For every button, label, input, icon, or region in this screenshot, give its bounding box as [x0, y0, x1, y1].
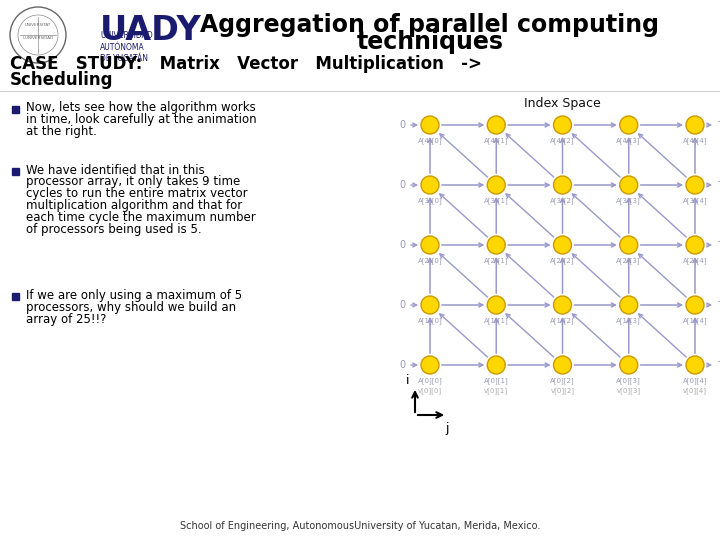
Circle shape [686, 296, 704, 314]
Text: A[4][2]: A[4][2] [550, 137, 575, 144]
Text: School of Engineering, AutonomousUniversity of Yucatan, Merida, Mexico.: School of Engineering, AutonomousUnivers… [180, 521, 540, 531]
Circle shape [554, 236, 572, 254]
Text: techniques: techniques [356, 30, 503, 54]
Text: multiplication algorithm and that for: multiplication algorithm and that for [26, 199, 242, 213]
Text: Now, lets see how the algorithm works: Now, lets see how the algorithm works [26, 102, 256, 114]
Text: Aggregation of parallel computing: Aggregation of parallel computing [200, 13, 660, 37]
Circle shape [421, 176, 439, 194]
Circle shape [487, 116, 505, 134]
Text: A[2][3]: A[2][3] [616, 257, 641, 264]
Circle shape [487, 176, 505, 194]
Circle shape [620, 356, 638, 374]
Text: array of 25!!?: array of 25!!? [26, 313, 107, 326]
Text: v[0][2]: v[0][2] [551, 387, 575, 394]
Circle shape [686, 176, 704, 194]
Bar [12, 168, 19, 175]
Circle shape [620, 296, 638, 314]
Circle shape [421, 236, 439, 254]
Text: 0: 0 [400, 360, 406, 370]
Text: i: i [406, 374, 410, 387]
Text: A[1][0]: A[1][0] [418, 317, 442, 324]
Text: A[2][4]: A[2][4] [683, 257, 707, 264]
Circle shape [487, 296, 505, 314]
Circle shape [554, 116, 572, 134]
Text: T[2]: T[2] [717, 240, 720, 249]
Text: each time cycle the maximum number: each time cycle the maximum number [26, 212, 256, 225]
Text: processors, why should we build an: processors, why should we build an [26, 300, 236, 314]
Circle shape [421, 356, 439, 374]
Circle shape [554, 356, 572, 374]
Text: at the right.: at the right. [26, 125, 97, 138]
Circle shape [620, 236, 638, 254]
Text: T[3]: T[3] [717, 180, 720, 190]
Text: A[1][1]: A[1][1] [484, 317, 508, 324]
Text: A[0][2]: A[0][2] [550, 377, 575, 384]
Bar [12, 106, 19, 113]
Text: A[2][0]: A[2][0] [418, 257, 442, 264]
Circle shape [421, 296, 439, 314]
Text: We have identified that in this: We have identified that in this [26, 164, 204, 177]
Text: UADY: UADY [100, 14, 202, 46]
Text: A[0][3]: A[0][3] [616, 377, 641, 384]
Text: T[0]: T[0] [717, 361, 720, 369]
Circle shape [686, 116, 704, 134]
Text: A[4][4]: A[4][4] [683, 137, 707, 144]
Circle shape [554, 176, 572, 194]
Text: A[3][4]: A[3][4] [683, 197, 707, 204]
Text: A[3][0]: A[3][0] [418, 197, 442, 204]
Circle shape [620, 116, 638, 134]
Text: CASE   STUDY:   Matrix   Vector   Multiplication   ->: CASE STUDY: Matrix Vector Multiplication… [10, 55, 482, 73]
Text: A[3][3]: A[3][3] [616, 197, 641, 204]
Text: Index Space: Index Space [524, 97, 601, 110]
Text: UNIVERSITAT: UNIVERSITAT [24, 23, 51, 27]
Circle shape [487, 236, 505, 254]
Text: of processors being used is 5.: of processors being used is 5. [26, 224, 202, 237]
Text: A[1][4]: A[1][4] [683, 317, 707, 324]
Text: A[4][1]: A[4][1] [484, 137, 508, 144]
Text: UUNIVERSIDAD: UUNIVERSIDAD [22, 36, 53, 40]
Text: cycles to run the entire matrix vector: cycles to run the entire matrix vector [26, 187, 248, 200]
Text: A[0][4]: A[0][4] [683, 377, 707, 384]
Circle shape [686, 236, 704, 254]
Text: If we are only using a maximum of 5: If we are only using a maximum of 5 [26, 288, 242, 301]
Text: 0: 0 [400, 300, 406, 310]
Text: in time, look carefully at the animation: in time, look carefully at the animation [26, 113, 256, 126]
Text: v[0][3]: v[0][3] [617, 387, 641, 394]
Text: T[4]: T[4] [717, 120, 720, 130]
Text: A[4][3]: A[4][3] [616, 137, 641, 144]
Text: 0: 0 [400, 240, 406, 250]
Text: A[4][0]: A[4][0] [418, 137, 442, 144]
Text: A[0][0]: A[0][0] [418, 377, 442, 384]
Text: A[2][1]: A[2][1] [484, 257, 508, 264]
Text: 0: 0 [400, 180, 406, 190]
Text: v[0][0]: v[0][0] [418, 387, 442, 394]
Text: j: j [445, 422, 449, 435]
Text: A[3][1]: A[3][1] [484, 197, 508, 204]
Circle shape [421, 116, 439, 134]
Text: A[1][3]: A[1][3] [616, 317, 641, 324]
Circle shape [554, 296, 572, 314]
Text: A[0][1]: A[0][1] [484, 377, 508, 384]
Text: A[1][2]: A[1][2] [550, 317, 575, 324]
Text: v[0][4]: v[0][4] [683, 387, 707, 394]
Text: A[2][2]: A[2][2] [550, 257, 575, 264]
Text: v[0][1]: v[0][1] [484, 387, 508, 394]
Text: UNIVERSIDAD
AUTÓNOMA
DE YUCATÁN: UNIVERSIDAD AUTÓNOMA DE YUCATÁN [100, 31, 153, 63]
Text: processor array, it only takes 9 time: processor array, it only takes 9 time [26, 176, 240, 188]
Bar [12, 293, 19, 300]
Text: T[1]: T[1] [717, 300, 720, 309]
Circle shape [686, 356, 704, 374]
Circle shape [620, 176, 638, 194]
Circle shape [487, 356, 505, 374]
Text: 0: 0 [400, 120, 406, 130]
Text: A[3][2]: A[3][2] [550, 197, 575, 204]
Text: Scheduling: Scheduling [10, 71, 114, 89]
